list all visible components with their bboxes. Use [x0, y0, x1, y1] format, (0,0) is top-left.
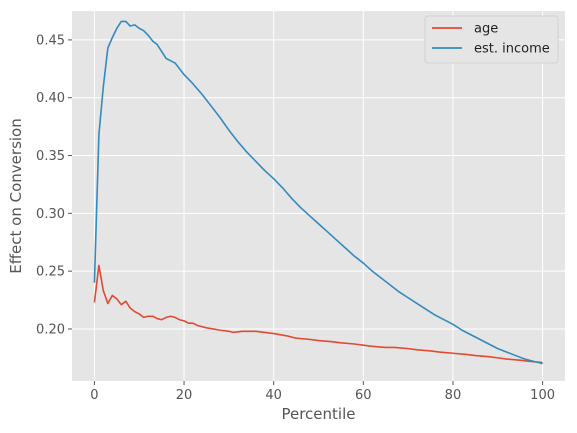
x-tick-label: 100 — [530, 388, 555, 403]
x-tick-label: 40 — [265, 388, 282, 403]
grid-lines — [72, 11, 565, 381]
y-tick-label: 0.25 — [36, 265, 65, 280]
x-axis-label: Percentile — [281, 405, 355, 423]
series-line-est-income — [93, 20, 543, 365]
y-axis-label: Effect on Conversion — [7, 118, 25, 274]
y-tick-label: 0.20 — [36, 322, 65, 337]
y-tick-label: 0.30 — [36, 207, 65, 222]
y-tick-label: 0.40 — [36, 91, 65, 106]
x-tick-label: 80 — [445, 388, 462, 403]
series-layer — [93, 20, 543, 365]
y-tick-label: 0.45 — [36, 33, 65, 48]
series-line-age — [93, 264, 543, 364]
x-tick-label: 0 — [90, 388, 98, 403]
legend: age est. income — [424, 15, 559, 64]
y-axis-ticks: 0.20 0.25 0.30 0.35 0.40 0.45 — [36, 33, 72, 337]
plot-area — [72, 11, 565, 381]
x-axis-ticks: 0 20 40 60 80 100 — [90, 381, 555, 403]
x-tick-label: 20 — [176, 388, 193, 403]
legend-label: age — [474, 22, 498, 37]
legend-label: est. income — [474, 42, 550, 57]
y-tick-label: 0.35 — [36, 149, 65, 164]
x-tick-label: 60 — [355, 388, 372, 403]
